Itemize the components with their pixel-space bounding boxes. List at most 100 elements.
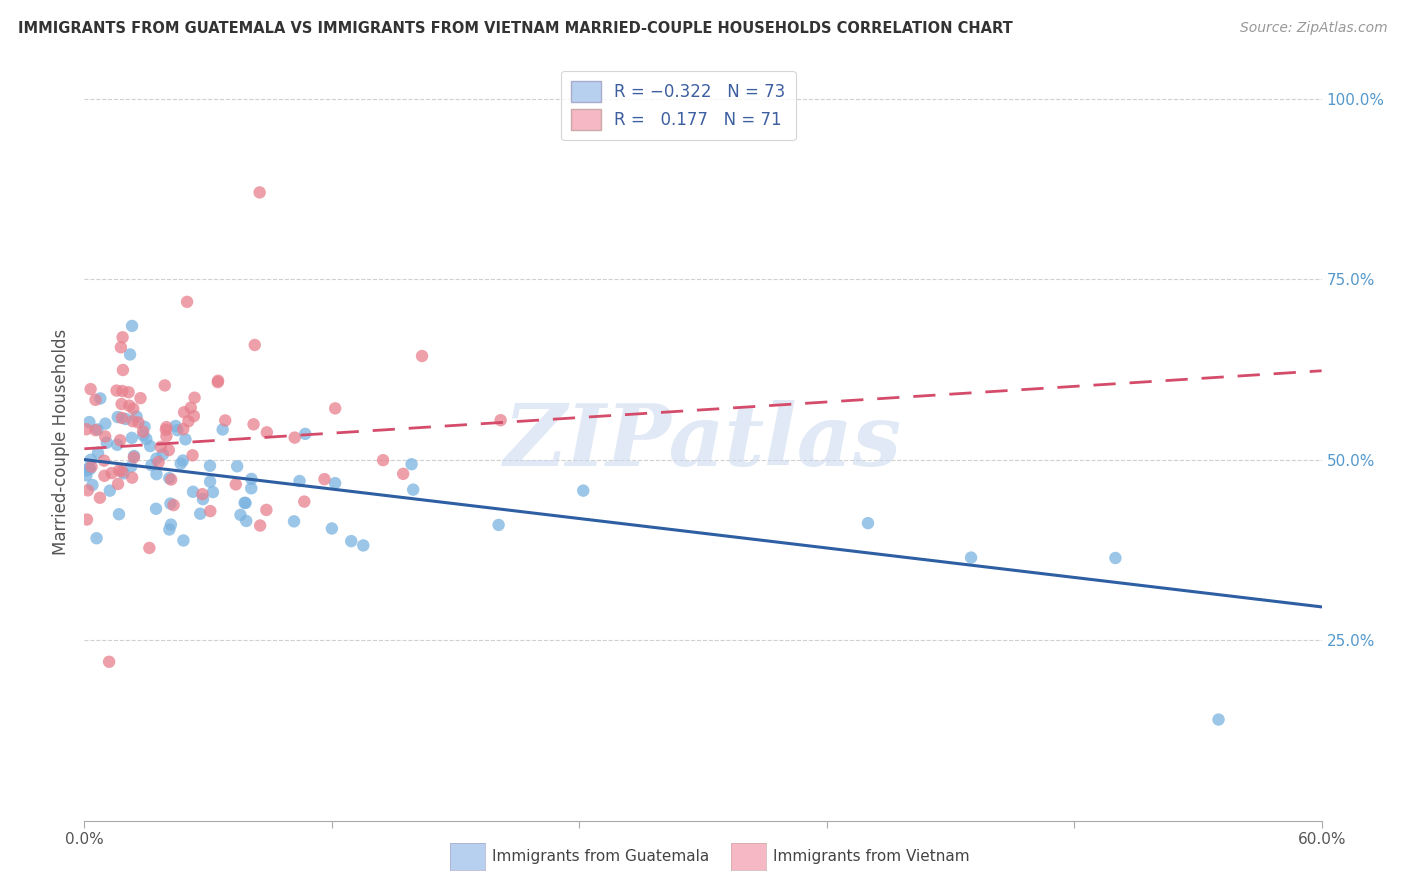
Point bbox=[125, 409, 148, 424]
Point bbox=[321, 522, 343, 536]
Point bbox=[181, 484, 204, 499]
Point bbox=[160, 517, 183, 532]
Point bbox=[200, 504, 222, 518]
Point bbox=[110, 340, 132, 354]
Point bbox=[107, 410, 129, 425]
Point bbox=[86, 422, 108, 436]
Point bbox=[120, 459, 142, 474]
Point bbox=[108, 463, 131, 477]
Point bbox=[225, 477, 247, 491]
Point bbox=[93, 468, 115, 483]
Point bbox=[323, 401, 346, 416]
Point bbox=[121, 470, 143, 484]
Point bbox=[198, 475, 221, 489]
Point bbox=[80, 452, 103, 467]
Point bbox=[235, 496, 257, 510]
Point bbox=[94, 429, 117, 443]
Point bbox=[114, 412, 136, 426]
Text: IMMIGRANTS FROM GUATEMALA VS IMMIGRANTS FROM VIETNAM MARRIED-COUPLE HOUSEHOLDS C: IMMIGRANTS FROM GUATEMALA VS IMMIGRANTS … bbox=[18, 21, 1014, 36]
Point bbox=[211, 423, 233, 437]
Point bbox=[162, 498, 184, 512]
Point bbox=[108, 507, 131, 521]
Point bbox=[94, 417, 117, 431]
Point bbox=[572, 483, 595, 498]
Point bbox=[172, 453, 194, 467]
Point bbox=[402, 483, 425, 497]
Point bbox=[82, 478, 104, 492]
Text: ZIPatlas: ZIPatlas bbox=[503, 400, 903, 483]
Point bbox=[117, 385, 139, 400]
Point bbox=[172, 422, 194, 436]
Point bbox=[174, 433, 197, 447]
Point bbox=[240, 481, 263, 495]
Point bbox=[155, 423, 177, 437]
Point bbox=[111, 363, 134, 377]
Point bbox=[183, 409, 205, 423]
Point bbox=[242, 417, 264, 432]
Point bbox=[79, 382, 101, 396]
Point bbox=[170, 457, 193, 471]
Point bbox=[86, 531, 108, 545]
Text: Source: ZipAtlas.com: Source: ZipAtlas.com bbox=[1240, 21, 1388, 35]
Point bbox=[145, 467, 167, 482]
Point bbox=[122, 449, 145, 463]
Point bbox=[155, 429, 177, 443]
Legend: R = −0.322   N = 73, R =   0.177   N = 71: R = −0.322 N = 73, R = 0.177 N = 71 bbox=[561, 70, 796, 140]
Point bbox=[132, 428, 155, 442]
Point bbox=[240, 472, 263, 486]
Point bbox=[180, 401, 202, 415]
Point bbox=[188, 507, 211, 521]
Point bbox=[172, 533, 194, 548]
Point bbox=[148, 455, 170, 469]
Point bbox=[111, 410, 134, 425]
Point bbox=[89, 392, 111, 406]
Point bbox=[79, 415, 101, 429]
Point bbox=[207, 375, 229, 389]
Point bbox=[856, 516, 879, 530]
Point bbox=[79, 462, 101, 476]
Point bbox=[254, 503, 277, 517]
Point bbox=[75, 468, 97, 483]
Point bbox=[157, 443, 180, 458]
Point bbox=[181, 448, 204, 462]
Point bbox=[145, 501, 167, 516]
Point bbox=[226, 459, 249, 474]
Point bbox=[111, 330, 134, 344]
Point bbox=[111, 384, 134, 398]
Text: Immigrants from Guatemala: Immigrants from Guatemala bbox=[492, 849, 710, 863]
Point bbox=[1104, 551, 1126, 566]
Point bbox=[118, 399, 141, 413]
Point bbox=[75, 422, 97, 436]
Point bbox=[138, 541, 160, 555]
Point bbox=[191, 492, 214, 507]
Point bbox=[134, 419, 156, 434]
Point bbox=[93, 453, 115, 467]
Point bbox=[129, 391, 152, 405]
Point bbox=[489, 413, 512, 427]
Point bbox=[121, 431, 143, 445]
Point bbox=[105, 438, 128, 452]
Point bbox=[183, 391, 205, 405]
Point bbox=[152, 447, 174, 461]
Point bbox=[392, 467, 415, 481]
Point bbox=[105, 384, 128, 398]
Point bbox=[284, 431, 307, 445]
Point bbox=[87, 446, 110, 460]
Point bbox=[235, 514, 257, 528]
Point bbox=[108, 434, 131, 448]
Point bbox=[76, 483, 98, 498]
Point bbox=[294, 426, 316, 441]
Point bbox=[176, 294, 198, 309]
Point bbox=[401, 457, 423, 471]
Point bbox=[243, 338, 266, 352]
Point bbox=[160, 473, 183, 487]
Point bbox=[135, 432, 157, 446]
Point bbox=[84, 423, 107, 437]
Point bbox=[1208, 713, 1230, 727]
Point bbox=[127, 416, 149, 430]
Point bbox=[249, 518, 271, 533]
Point bbox=[201, 485, 224, 500]
Point bbox=[157, 471, 180, 485]
Point bbox=[76, 512, 98, 526]
Point bbox=[214, 413, 236, 427]
